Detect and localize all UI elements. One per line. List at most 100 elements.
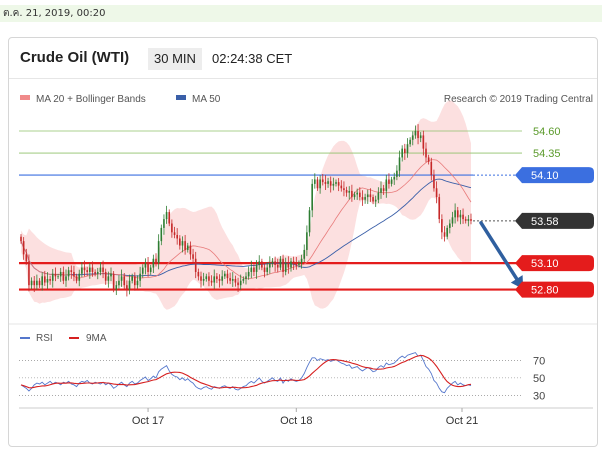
candle-body bbox=[451, 217, 454, 224]
chart-title: Crude Oil (WTI) bbox=[20, 49, 130, 66]
candle bbox=[213, 269, 216, 289]
candle bbox=[202, 272, 205, 286]
candle bbox=[112, 271, 115, 293]
candle bbox=[115, 281, 118, 296]
candle bbox=[120, 269, 123, 287]
candle-body bbox=[245, 276, 247, 280]
candle-body bbox=[435, 188, 438, 198]
candle-body bbox=[467, 219, 470, 221]
candle-body bbox=[25, 254, 28, 262]
candle-body bbox=[38, 280, 41, 286]
candle-body bbox=[409, 139, 411, 145]
candle-body bbox=[152, 258, 155, 268]
candle-body bbox=[274, 261, 276, 265]
candle bbox=[359, 187, 361, 201]
candle-body bbox=[181, 241, 184, 246]
candle bbox=[321, 174, 324, 186]
candle-body bbox=[163, 219, 165, 228]
candle-body bbox=[51, 273, 54, 281]
candle-body bbox=[36, 280, 38, 286]
candle-body bbox=[258, 261, 261, 265]
candle-body bbox=[266, 267, 268, 272]
rsi-tick-label: 70 bbox=[533, 355, 545, 367]
candle bbox=[263, 263, 266, 278]
candle-body bbox=[311, 183, 313, 211]
candle bbox=[147, 256, 149, 277]
candle bbox=[300, 254, 303, 269]
candle bbox=[57, 273, 59, 280]
candle-body bbox=[216, 276, 218, 280]
candle bbox=[96, 267, 99, 280]
candle-body bbox=[287, 263, 290, 268]
candle-body bbox=[348, 190, 351, 193]
candle-body bbox=[86, 270, 88, 272]
candle-body bbox=[284, 263, 287, 272]
candle bbox=[200, 271, 202, 288]
candle bbox=[306, 225, 308, 257]
candle-body bbox=[385, 179, 388, 191]
candle-body bbox=[279, 258, 282, 268]
timeframe-badge[interactable]: 30 MIN bbox=[148, 48, 202, 70]
candle bbox=[197, 268, 200, 281]
candle bbox=[234, 275, 237, 287]
candle bbox=[393, 172, 396, 185]
candle-body bbox=[396, 170, 398, 177]
candle-body bbox=[136, 280, 139, 286]
candle-body bbox=[102, 267, 104, 272]
candle-body bbox=[144, 263, 147, 268]
candle-body bbox=[390, 179, 393, 184]
candle bbox=[181, 236, 184, 253]
candle-body bbox=[372, 197, 374, 202]
candle-body bbox=[59, 271, 62, 277]
candle-body bbox=[303, 249, 306, 259]
candle bbox=[443, 226, 446, 242]
candle bbox=[51, 268, 54, 288]
candle bbox=[427, 154, 430, 165]
candle-body bbox=[104, 271, 107, 281]
candle-body bbox=[359, 192, 361, 198]
candle-body bbox=[443, 232, 446, 237]
candle-body bbox=[329, 181, 332, 186]
resistance-label: 54.35 bbox=[533, 148, 561, 160]
candle bbox=[73, 265, 75, 282]
candle-body bbox=[110, 273, 112, 277]
candle bbox=[398, 150, 401, 177]
candle-body bbox=[327, 181, 329, 184]
candle-body bbox=[353, 194, 356, 198]
candle bbox=[287, 256, 290, 274]
candle-body bbox=[49, 279, 51, 281]
candle bbox=[49, 275, 51, 285]
candle-body bbox=[115, 285, 118, 290]
candle-body bbox=[239, 280, 242, 286]
candle-body bbox=[237, 282, 239, 286]
candle-body bbox=[340, 185, 343, 189]
candle-body bbox=[335, 182, 337, 184]
candle-body bbox=[67, 270, 70, 277]
clock-time: 02:24:38 CET bbox=[212, 51, 293, 66]
candle bbox=[205, 273, 208, 282]
candle bbox=[329, 176, 332, 193]
candle-body bbox=[44, 276, 46, 283]
ma50-line bbox=[20, 178, 472, 277]
candle bbox=[271, 258, 274, 268]
candle bbox=[404, 143, 406, 160]
chart-panel: Crude Oil (WTI) 30 MIN 02:24:38 CET MA 2… bbox=[8, 37, 598, 447]
candle bbox=[221, 270, 223, 286]
price-chart: MA 20 + Bollinger Bands MA 50 Research ©… bbox=[9, 94, 597, 427]
candle-body bbox=[462, 214, 464, 220]
candle-body bbox=[179, 238, 181, 246]
candle bbox=[255, 260, 258, 279]
candle bbox=[163, 214, 165, 235]
x-tick-label: Oct 17 bbox=[132, 415, 164, 427]
candle-body bbox=[197, 271, 200, 277]
candle-body bbox=[120, 276, 123, 281]
candle-body bbox=[364, 197, 366, 200]
candle-body bbox=[30, 280, 33, 286]
candle bbox=[160, 224, 163, 246]
candle-body bbox=[160, 227, 163, 242]
candle-body bbox=[20, 236, 22, 242]
candle-body bbox=[123, 276, 126, 286]
candle-body bbox=[94, 271, 96, 274]
candle-body bbox=[131, 276, 133, 281]
candle-body bbox=[417, 131, 419, 139]
